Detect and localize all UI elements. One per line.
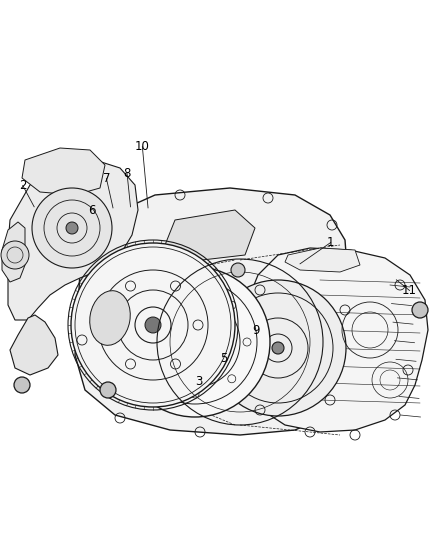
Polygon shape [8,160,138,320]
Polygon shape [285,248,360,272]
Circle shape [145,317,161,333]
Text: 8: 8 [124,167,131,180]
Circle shape [189,336,201,348]
Text: 10: 10 [135,140,150,153]
Ellipse shape [90,290,130,345]
Polygon shape [2,222,25,282]
Text: 5: 5 [220,352,227,365]
Circle shape [1,241,29,269]
Polygon shape [22,148,105,195]
Circle shape [32,188,112,268]
Text: 2: 2 [19,179,27,192]
Polygon shape [10,315,58,375]
Circle shape [66,222,78,234]
Circle shape [71,243,235,407]
Text: 7: 7 [102,172,110,185]
Circle shape [272,342,284,354]
Polygon shape [242,248,428,432]
Circle shape [210,280,346,416]
Text: 3: 3 [196,375,203,387]
Text: 1: 1 [327,236,335,249]
Text: 11: 11 [402,284,417,297]
Circle shape [231,263,245,277]
Text: 6: 6 [88,204,96,217]
Circle shape [120,267,270,417]
Circle shape [100,382,116,398]
Circle shape [412,302,428,318]
Circle shape [14,377,30,393]
Text: 9: 9 [252,324,260,337]
Polygon shape [75,188,348,435]
Polygon shape [165,210,255,262]
